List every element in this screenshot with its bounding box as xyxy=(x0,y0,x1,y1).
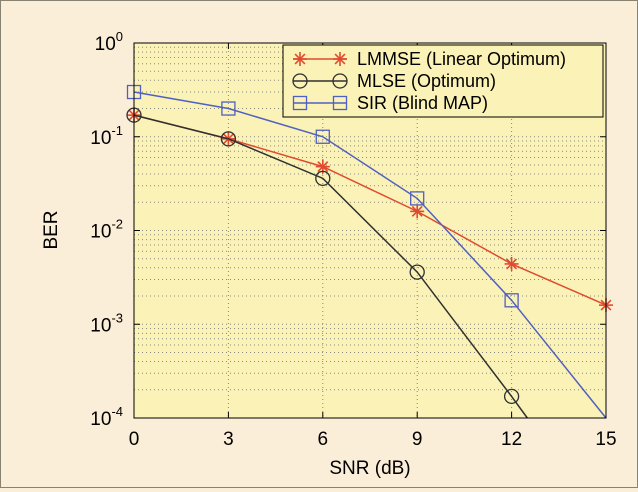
legend-entry: LMMSE (Linear Optimum) xyxy=(293,49,566,69)
y-axis-label: BER xyxy=(41,210,62,249)
data-point xyxy=(503,388,520,405)
data-point xyxy=(504,293,519,308)
legend-marker xyxy=(332,95,348,111)
data-point xyxy=(410,204,425,219)
data-point xyxy=(221,101,236,116)
legend-label: SIR (Blind MAP) xyxy=(357,93,488,113)
x-tick-label: 0 xyxy=(129,429,140,450)
legend-label: LMMSE (Linear Optimum) xyxy=(357,49,566,69)
y-tick-label: 10-3 xyxy=(90,310,123,336)
legend-marker xyxy=(292,73,308,89)
x-axis-label: SNR (dB) xyxy=(329,458,410,479)
data-point xyxy=(409,264,425,280)
data-point xyxy=(410,191,425,206)
y-tick-label: 10-2 xyxy=(90,217,123,243)
legend: LMMSE (Linear Optimum)MLSE (Optimum)SIR … xyxy=(282,44,604,118)
legend-label: MLSE (Optimum) xyxy=(357,71,496,91)
legend-marker xyxy=(333,52,347,66)
series-line xyxy=(133,91,607,419)
x-ticks: 0 3 6 9 12 15 xyxy=(129,43,617,450)
y-ticks: 100 10-1 10-2 10-3 10-4 xyxy=(90,29,606,430)
data-point xyxy=(315,170,331,186)
legend-marker xyxy=(332,73,348,89)
y-tick-label: 10-1 xyxy=(90,123,123,149)
x-tick-label: 6 xyxy=(318,429,329,450)
x-tick-label: 12 xyxy=(501,429,522,450)
x-tick-label: 9 xyxy=(412,429,423,450)
legend-marker xyxy=(293,52,307,66)
data-point xyxy=(504,256,519,271)
legend-entry: SIR (Blind MAP) xyxy=(292,93,488,113)
data-point xyxy=(315,129,330,144)
y-tick-label: 100 xyxy=(95,29,123,55)
y-tick-label: 10-4 xyxy=(90,404,123,430)
x-tick-label: 15 xyxy=(595,429,616,450)
legend-entry: MLSE (Optimum) xyxy=(292,71,496,91)
x-tick-label: 3 xyxy=(223,429,234,450)
series-circle xyxy=(126,107,528,419)
legend-marker xyxy=(292,95,308,111)
series-line xyxy=(133,114,528,419)
data-point xyxy=(220,131,237,147)
